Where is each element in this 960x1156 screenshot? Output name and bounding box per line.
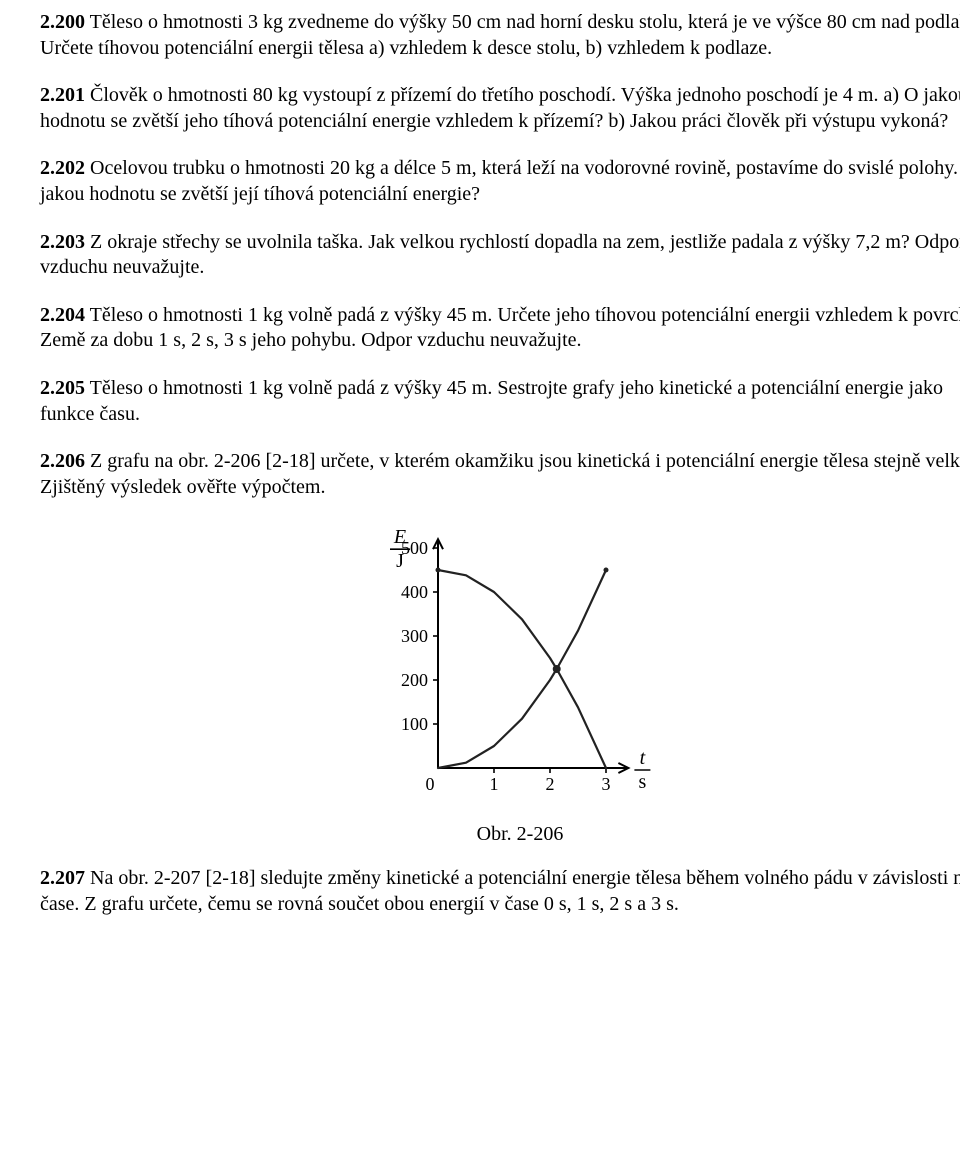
- problem-number: 2.201: [40, 84, 85, 106]
- problem-text: Z okraje střechy se uvolnila taška. Jak …: [40, 231, 960, 279]
- problem-2-206: 2.206 Z grafu na obr. 2-206 [2-18] určet…: [40, 449, 960, 500]
- energy-chart: 1002003004005000123EJts: [370, 506, 670, 816]
- problem-2-205: 2.205 Těleso o hmotnosti 1 kg volně padá…: [40, 376, 960, 427]
- problem-2-202: 2.202 Ocelovou trubku o hmotnosti 20 kg …: [40, 156, 960, 207]
- problem-2-200: 2.200 Těleso o hmotnosti 3 kg zvedneme d…: [40, 10, 960, 61]
- problem-number: 2.200: [40, 11, 85, 33]
- svg-text:s: s: [639, 771, 647, 793]
- svg-text:E: E: [393, 527, 406, 549]
- problem-number: 2.204: [40, 304, 85, 326]
- problem-text: Těleso o hmotnosti 1 kg volně padá z výš…: [40, 377, 943, 425]
- problem-text: Na obr. 2-207 [2-18] sledujte změny kine…: [40, 867, 960, 915]
- figure-caption: Obr. 2-206: [40, 822, 960, 848]
- problem-2-207: 2.207 Na obr. 2-207 [2-18] sledujte změn…: [40, 866, 960, 917]
- problem-number: 2.207: [40, 867, 85, 889]
- problem-number: 2.203: [40, 231, 85, 253]
- svg-text:300: 300: [401, 626, 428, 646]
- svg-text:1: 1: [490, 774, 499, 794]
- problem-number: 2.206: [40, 450, 85, 472]
- problem-text: Člověk o hmotnosti 80 kg vystoupí z příz…: [40, 84, 960, 132]
- svg-text:400: 400: [401, 582, 428, 602]
- svg-text:200: 200: [401, 670, 428, 690]
- problem-text: Těleso o hmotnosti 3 kg zvedneme do výšk…: [40, 11, 960, 59]
- svg-text:100: 100: [401, 714, 428, 734]
- svg-text:2: 2: [546, 774, 555, 794]
- problem-text: Z grafu na obr. 2-206 [2-18] určete, v k…: [40, 450, 960, 498]
- problem-2-203: 2.203 Z okraje střechy se uvolnila taška…: [40, 230, 960, 281]
- problem-2-201: 2.201 Člověk o hmotnosti 80 kg vystoupí …: [40, 83, 960, 134]
- svg-text:t: t: [640, 747, 646, 769]
- svg-text:J: J: [396, 551, 404, 573]
- svg-text:3: 3: [602, 774, 611, 794]
- problem-text: Těleso o hmotnosti 1 kg volně padá z výš…: [40, 304, 960, 352]
- problem-number: 2.202: [40, 157, 85, 179]
- figure-2-206: 1002003004005000123EJts: [40, 506, 960, 816]
- problem-text: Ocelovou trubku o hmotnosti 20 kg a délc…: [40, 157, 960, 205]
- problem-2-204: 2.204 Těleso o hmotnosti 1 kg volně padá…: [40, 303, 960, 354]
- problem-number: 2.205: [40, 377, 85, 399]
- svg-text:0: 0: [426, 774, 435, 794]
